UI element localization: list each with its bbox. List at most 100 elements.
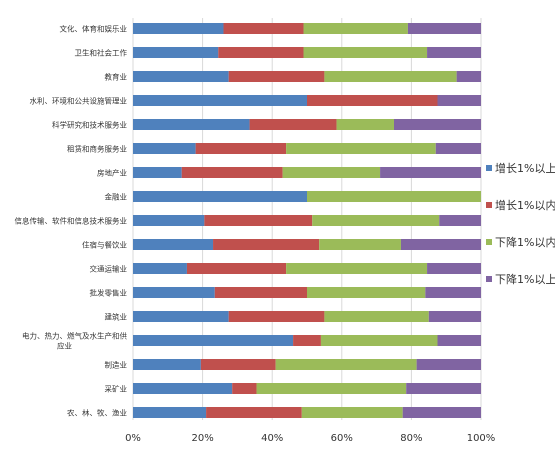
category-labels: 文化、体育和娱乐业卫生和社会工作教育业水利、环境和公共设施管理业科学研究和技术服… (15, 24, 128, 418)
bar-segment (416, 359, 481, 370)
bar-segment (206, 407, 302, 418)
bar-segment (320, 335, 438, 346)
legend-swatch (486, 239, 492, 245)
bar-segment (303, 23, 408, 34)
bar-segment (427, 47, 481, 58)
category-label: 金融业 (105, 192, 128, 202)
bar-segment (214, 287, 307, 298)
bar-segment (133, 383, 233, 394)
bar-segment (380, 167, 481, 178)
bar-segment (256, 383, 407, 394)
legend-label: 下降1%以上 (495, 272, 555, 286)
bar-segment (133, 215, 205, 226)
legend-swatch (486, 165, 492, 171)
bar-segment (394, 119, 481, 130)
bar-segment (425, 287, 481, 298)
category-label: 租赁和商务服务业 (67, 144, 127, 154)
bar-segment (293, 335, 321, 346)
bar-segment (303, 47, 428, 58)
legend-label: 增长1%以内 (495, 198, 555, 212)
bar-segment (439, 215, 481, 226)
x-tick-label: 100% (467, 433, 496, 444)
bar-segment (133, 143, 196, 154)
bar-segment (133, 263, 187, 274)
bar-segment (301, 407, 403, 418)
bar-segment (133, 407, 207, 418)
category-label: 水利、环境和公共设施管理业 (30, 96, 128, 106)
bar-segment (133, 23, 224, 34)
bar-segment (223, 23, 304, 34)
bar-segment (133, 335, 294, 346)
bar-segment (307, 95, 438, 106)
bar-segment (307, 287, 426, 298)
bar-segment (437, 95, 481, 106)
bar-segment (186, 263, 287, 274)
bar-segment (249, 119, 337, 130)
bar-segment (133, 359, 201, 370)
bar-segment (213, 239, 320, 250)
legend-label: 下降1%以内 (495, 235, 555, 249)
category-label: 卫生和社会工作 (75, 48, 128, 58)
x-tick-label: 80% (400, 433, 422, 444)
bar-segment (218, 47, 304, 58)
bar-segment (307, 191, 481, 202)
bar-segment (204, 215, 313, 226)
category-label: 交通运输业 (90, 264, 128, 274)
bar-segment (133, 71, 229, 82)
bar-segment (282, 167, 381, 178)
x-tick-label: 40% (261, 433, 283, 444)
bar-segment (427, 263, 481, 274)
bar-segment (232, 383, 257, 394)
bar-segment (133, 95, 307, 106)
bar-segment (336, 119, 394, 130)
bar-segment (200, 359, 276, 370)
bar-segment (286, 143, 436, 154)
category-label: 采矿业 (105, 384, 128, 394)
legend-swatch (486, 276, 492, 282)
bar-segment (181, 167, 283, 178)
x-tick-label: 60% (331, 433, 353, 444)
category-label: 教育业 (105, 72, 128, 82)
bar-segment (437, 335, 481, 346)
bar-segment (400, 239, 481, 250)
bar-segment (228, 311, 325, 322)
x-tick-label: 20% (191, 433, 213, 444)
bar-segment (319, 239, 401, 250)
bar-segment (133, 287, 215, 298)
bar-segment (195, 143, 287, 154)
bar-segment (407, 23, 481, 34)
category-label: 文化、体育和娱乐业 (60, 24, 128, 34)
category-label: 农、林、牧、渔业 (67, 408, 127, 418)
category-label: 批发零售业 (90, 288, 128, 298)
legend-label: 增长1%以上 (495, 161, 555, 175)
bar-segment (133, 191, 307, 202)
category-label: 住宿与餐饮业 (82, 240, 127, 250)
bar-segment (133, 311, 229, 322)
bar-segment (133, 167, 182, 178)
legend-swatch (486, 202, 492, 208)
bar-segment (324, 71, 457, 82)
bar-segment (402, 407, 481, 418)
bar-segment (406, 383, 481, 394)
category-label: 电力、热力、燃气及水生产和供应业 (22, 331, 127, 351)
bar-segment (275, 359, 417, 370)
x-axis-ticks: 0% 20% 40% 60% 80% 100% (125, 433, 495, 444)
bar-segment (435, 143, 481, 154)
bar-segment (228, 71, 325, 82)
bar-segment (133, 47, 219, 58)
x-tick-label: 0% (125, 433, 141, 444)
category-label: 科学研究和技术服务业 (52, 120, 127, 130)
category-label: 制造业 (105, 360, 128, 370)
bar-segment (456, 71, 481, 82)
bar-segment (133, 239, 214, 250)
bar-segments (133, 23, 481, 418)
bar-segment (428, 311, 481, 322)
bar-segment (133, 119, 250, 130)
bar-segment (324, 311, 429, 322)
bar-segment (286, 263, 428, 274)
category-label: 房地产业 (97, 168, 127, 178)
category-label: 信息传输、软件和信息技术服务业 (15, 216, 128, 226)
category-label: 建筑业 (105, 312, 128, 322)
